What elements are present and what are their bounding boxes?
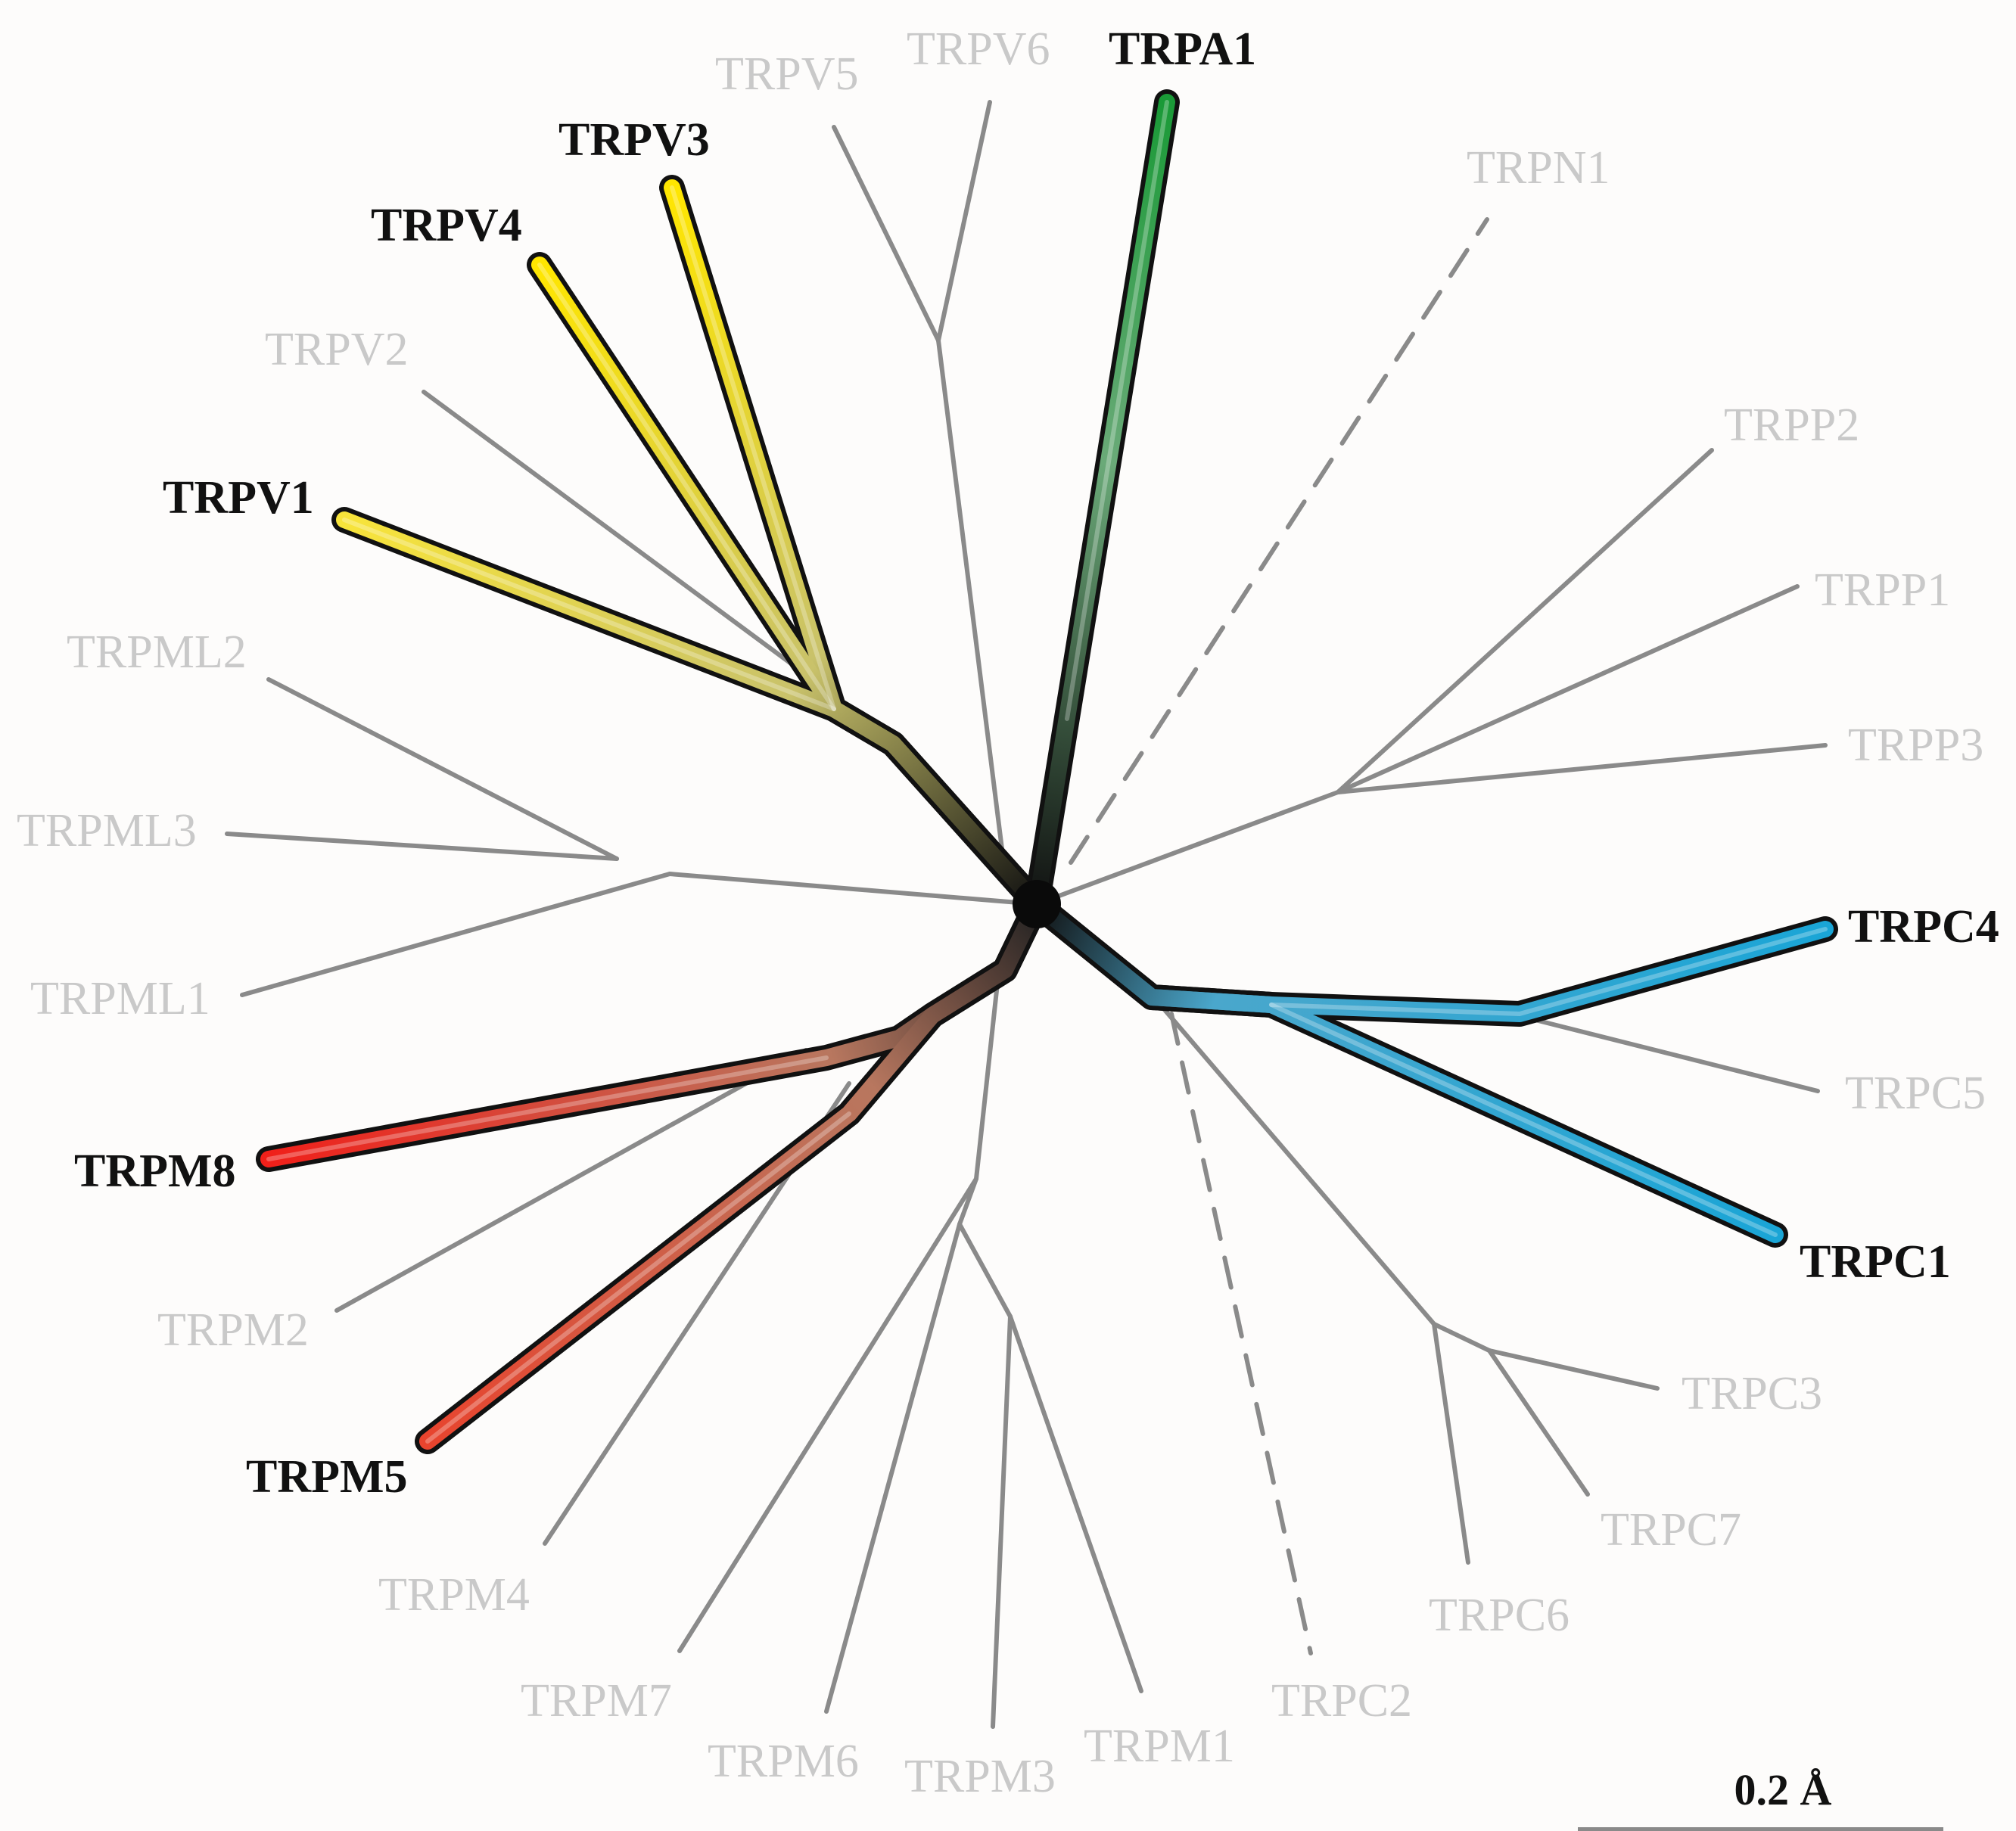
branch-trpv4 <box>531 256 1045 912</box>
branch-trpm6 <box>824 1222 962 1714</box>
leaf-labels: TRPV6 TRPV5 TRPA1 TRPV3 TRPV4 TRPN1 TRPV… <box>17 23 1999 1802</box>
label-trpc1: TRPC1 <box>1800 1236 1951 1288</box>
label-trpp2: TRPP2 <box>1724 399 1859 451</box>
branch-trpm2 <box>334 1048 808 1313</box>
scale-bar: 0.2 Å <box>1578 1765 1943 1831</box>
branch-trpm1 <box>1008 1314 1143 1693</box>
branch-trpv6 <box>936 100 992 343</box>
branch-trpml3 <box>225 832 619 861</box>
label-trpc6: TRPC6 <box>1429 1590 1570 1641</box>
branch-trpc367-stem <box>1159 1004 1436 1326</box>
label-trpv1: TRPV1 <box>163 472 314 524</box>
label-trpm7: TRPM7 <box>521 1675 672 1727</box>
label-trpc4: TRPC4 <box>1848 901 1999 953</box>
label-trpm2: TRPM2 <box>157 1304 309 1356</box>
branch-trpp1 <box>1336 584 1800 794</box>
branch-trpv2 <box>422 390 798 670</box>
branch-trpc5 <box>1515 1013 1820 1093</box>
branch-trpm13-stem <box>957 1222 1013 1319</box>
label-trpa1: TRPA1 <box>1109 23 1256 75</box>
label-trpml3: TRPML3 <box>17 805 197 856</box>
highlighted-branches-outline <box>256 89 1838 1454</box>
label-trpv6: TRPV6 <box>907 23 1050 75</box>
branch-trpc6 <box>1432 1322 1470 1565</box>
branch-trpc7 <box>1487 1348 1590 1497</box>
label-trpc7: TRPC7 <box>1601 1504 1741 1556</box>
label-trpv3: TRPV3 <box>558 114 710 166</box>
branch-trpp2 <box>1336 448 1714 794</box>
label-trpc5: TRPC5 <box>1845 1068 1986 1119</box>
label-trpc3: TRPC3 <box>1682 1368 1822 1419</box>
branch-trpc2-dashed <box>1169 1012 1313 1655</box>
scale-bar-label: 0.2 Å <box>1734 1765 1832 1814</box>
label-trpm5: TRPM5 <box>246 1451 408 1503</box>
branch-trpv5 <box>832 125 941 343</box>
branch-trpm5 <box>419 896 1045 1450</box>
label-trpv5: TRPV5 <box>715 48 858 100</box>
branch-trpm-lower-stem <box>974 981 1000 1181</box>
highlighted-branches <box>260 94 1834 1450</box>
branch-trpp-stem <box>1034 790 1340 906</box>
branch-trpm3 <box>991 1314 1013 1729</box>
branch-trpv5-v6-stem <box>936 338 1005 857</box>
branch-trpm7 <box>677 1177 978 1653</box>
branch-trpml2 <box>266 677 619 861</box>
branch-trpm6-stem <box>957 1177 978 1226</box>
branch-trpc1 <box>1028 896 1784 1243</box>
branch-trpn1-dashed <box>1069 217 1489 865</box>
label-trpm6: TRPM6 <box>708 1736 859 1787</box>
branch-trpa1 <box>1028 94 1175 912</box>
muted-branches <box>225 100 1828 1729</box>
label-trpml1: TRPML1 <box>30 973 210 1024</box>
label-trpc2: TRPC2 <box>1271 1675 1412 1727</box>
label-trpm4: TRPM4 <box>378 1569 530 1621</box>
label-trpn1: TRPN1 <box>1467 142 1610 194</box>
label-trpv4: TRPV4 <box>371 200 522 251</box>
label-trpv2: TRPV2 <box>265 324 408 375</box>
highlighted-branches-shine <box>266 100 1828 1444</box>
label-trpml2: TRPML2 <box>67 626 247 678</box>
branch-trpp3 <box>1336 743 1828 794</box>
label-trpm8: TRPM8 <box>74 1146 236 1197</box>
branch-trpc37 <box>1432 1322 1492 1353</box>
label-trpm3: TRPM3 <box>904 1751 1056 1802</box>
branch-trpc3 <box>1487 1348 1660 1391</box>
label-trpm1: TRPM1 <box>1084 1721 1235 1772</box>
branch-trpml-stem <box>667 872 1039 906</box>
root-node <box>1013 880 1061 928</box>
label-trpp1: TRPP1 <box>1815 564 1950 616</box>
branch-trpml1 <box>240 872 672 997</box>
label-trpp3: TRPP3 <box>1848 720 1983 771</box>
